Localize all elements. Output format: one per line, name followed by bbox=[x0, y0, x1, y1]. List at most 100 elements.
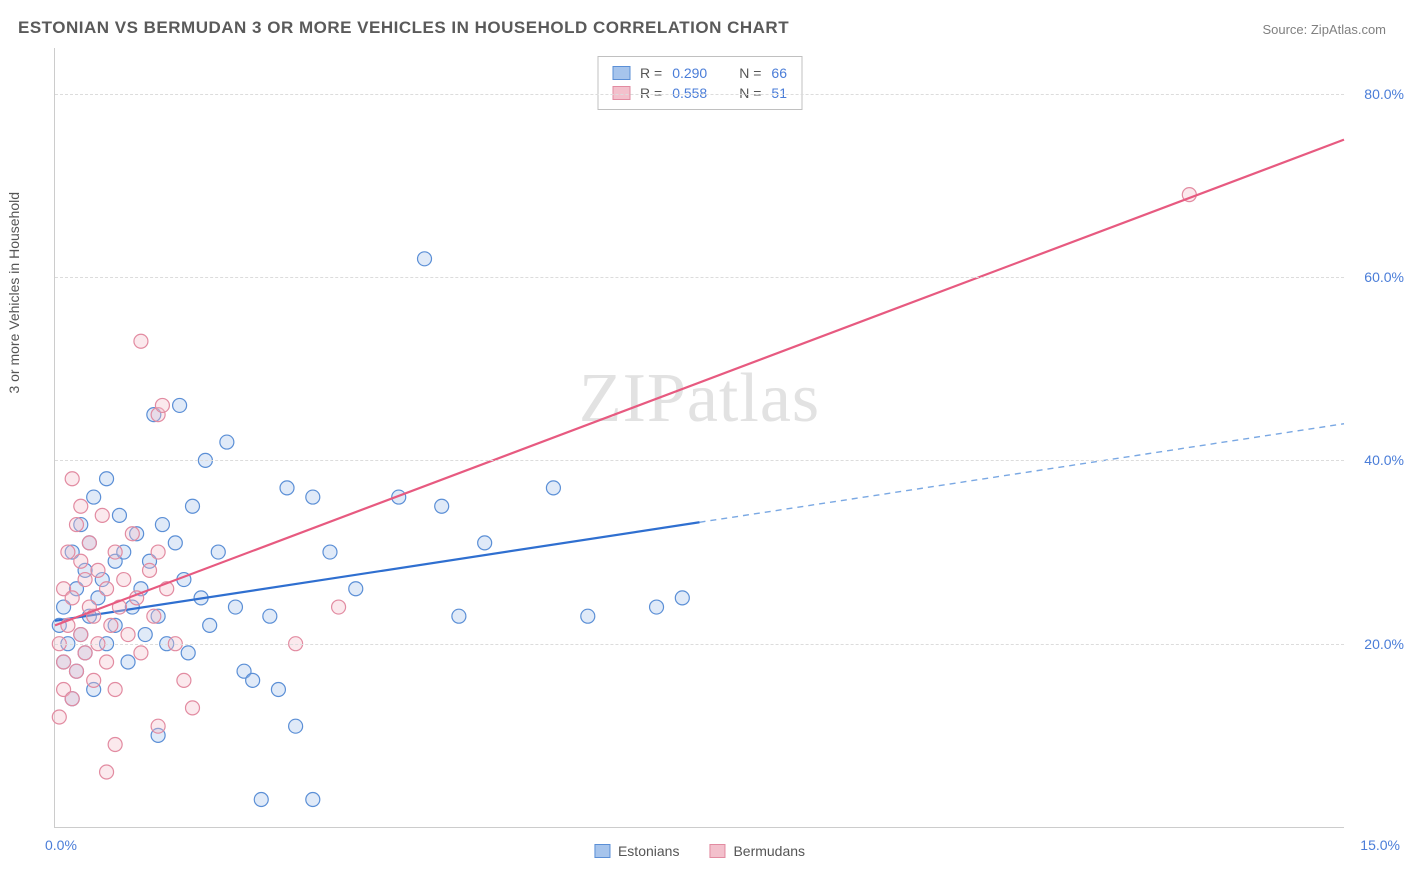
data-point-estonians bbox=[581, 609, 595, 623]
data-point-bermudans bbox=[78, 573, 92, 587]
data-point-estonians bbox=[112, 508, 126, 522]
data-point-estonians bbox=[173, 398, 187, 412]
data-point-bermudans bbox=[104, 618, 118, 632]
data-point-bermudans bbox=[121, 628, 135, 642]
data-point-estonians bbox=[323, 545, 337, 559]
data-point-bermudans bbox=[82, 536, 96, 550]
data-point-bermudans bbox=[57, 655, 71, 669]
data-point-estonians bbox=[211, 545, 225, 559]
data-point-estonians bbox=[418, 252, 432, 266]
gridline bbox=[55, 644, 1344, 645]
data-point-bermudans bbox=[117, 573, 131, 587]
data-point-estonians bbox=[675, 591, 689, 605]
data-point-estonians bbox=[435, 499, 449, 513]
data-point-estonians bbox=[100, 472, 114, 486]
legend-swatch bbox=[709, 844, 725, 858]
data-point-estonians bbox=[349, 582, 363, 596]
data-point-bermudans bbox=[65, 591, 79, 605]
data-point-estonians bbox=[263, 609, 277, 623]
y-tick-label: 60.0% bbox=[1364, 269, 1404, 285]
legend-n-value: 66 bbox=[771, 65, 787, 81]
data-point-bermudans bbox=[332, 600, 346, 614]
data-point-bermudans bbox=[52, 710, 66, 724]
data-point-bermudans bbox=[65, 472, 79, 486]
data-point-bermudans bbox=[78, 646, 92, 660]
data-point-bermudans bbox=[74, 554, 88, 568]
chart-title: ESTONIAN VS BERMUDAN 3 OR MORE VEHICLES … bbox=[18, 18, 789, 38]
chart-container: ESTONIAN VS BERMUDAN 3 OR MORE VEHICLES … bbox=[0, 0, 1406, 892]
data-point-bermudans bbox=[95, 508, 109, 522]
data-point-bermudans bbox=[147, 609, 161, 623]
data-point-bermudans bbox=[155, 398, 169, 412]
data-point-bermudans bbox=[100, 655, 114, 669]
data-point-bermudans bbox=[134, 646, 148, 660]
data-point-bermudans bbox=[61, 545, 75, 559]
legend-item-bermudans: Bermudans bbox=[709, 843, 805, 859]
data-point-estonians bbox=[228, 600, 242, 614]
data-point-estonians bbox=[155, 518, 169, 532]
legend-n-label: N = bbox=[739, 65, 761, 81]
data-point-bermudans bbox=[91, 563, 105, 577]
data-point-bermudans bbox=[65, 692, 79, 706]
data-point-estonians bbox=[452, 609, 466, 623]
data-point-estonians bbox=[650, 600, 664, 614]
data-point-estonians bbox=[306, 793, 320, 807]
y-axis-title: 3 or more Vehicles in Household bbox=[6, 192, 22, 394]
data-point-estonians bbox=[306, 490, 320, 504]
regression-line-bermudans bbox=[55, 140, 1344, 626]
regression-line-dashed-estonians bbox=[700, 424, 1345, 523]
data-point-estonians bbox=[181, 646, 195, 660]
data-point-estonians bbox=[271, 683, 285, 697]
x-tick-label: 15.0% bbox=[1360, 837, 1400, 853]
gridline bbox=[55, 94, 1344, 95]
data-point-bermudans bbox=[74, 499, 88, 513]
data-point-estonians bbox=[87, 490, 101, 504]
data-point-bermudans bbox=[100, 582, 114, 596]
data-point-estonians bbox=[478, 536, 492, 550]
series-legend: Estonians Bermudans bbox=[594, 843, 805, 859]
legend-item-estonians: Estonians bbox=[594, 843, 679, 859]
data-point-bermudans bbox=[108, 545, 122, 559]
data-point-bermudans bbox=[69, 664, 83, 678]
gridline bbox=[55, 460, 1344, 461]
data-point-bermudans bbox=[87, 673, 101, 687]
data-point-estonians bbox=[121, 655, 135, 669]
legend-label: Estonians bbox=[618, 843, 679, 859]
data-point-bermudans bbox=[185, 701, 199, 715]
gridline bbox=[55, 277, 1344, 278]
data-point-bermudans bbox=[69, 518, 83, 532]
data-point-bermudans bbox=[125, 527, 139, 541]
data-point-bermudans bbox=[143, 563, 157, 577]
legend-swatch bbox=[612, 66, 630, 80]
legend-r-value: 0.290 bbox=[672, 65, 707, 81]
legend-swatch bbox=[594, 844, 610, 858]
y-tick-label: 20.0% bbox=[1364, 636, 1404, 652]
data-point-estonians bbox=[289, 719, 303, 733]
data-point-estonians bbox=[203, 618, 217, 632]
data-point-bermudans bbox=[151, 545, 165, 559]
data-point-bermudans bbox=[74, 628, 88, 642]
data-point-estonians bbox=[254, 793, 268, 807]
plot-svg bbox=[55, 48, 1344, 827]
x-tick-label: 0.0% bbox=[45, 837, 77, 853]
data-point-bermudans bbox=[108, 683, 122, 697]
data-point-bermudans bbox=[100, 765, 114, 779]
data-point-bermudans bbox=[177, 673, 191, 687]
legend-r-label: R = bbox=[640, 65, 662, 81]
legend-row-estonians: R = 0.290 N = 66 bbox=[612, 63, 787, 83]
data-point-estonians bbox=[280, 481, 294, 495]
data-point-estonians bbox=[246, 673, 260, 687]
data-point-estonians bbox=[138, 628, 152, 642]
data-point-estonians bbox=[185, 499, 199, 513]
legend-label: Bermudans bbox=[733, 843, 805, 859]
y-tick-label: 40.0% bbox=[1364, 452, 1404, 468]
y-tick-label: 80.0% bbox=[1364, 86, 1404, 102]
data-point-estonians bbox=[220, 435, 234, 449]
data-point-bermudans bbox=[151, 719, 165, 733]
data-point-estonians bbox=[546, 481, 560, 495]
plot-area: ZIPatlas R =0.290N =66R =0.558N =51 Esto… bbox=[54, 48, 1344, 828]
correlation-legend: R =0.290N =66R =0.558N =51 bbox=[597, 56, 802, 110]
data-point-estonians bbox=[168, 536, 182, 550]
source-label: Source: ZipAtlas.com bbox=[1262, 22, 1386, 37]
data-point-bermudans bbox=[108, 738, 122, 752]
